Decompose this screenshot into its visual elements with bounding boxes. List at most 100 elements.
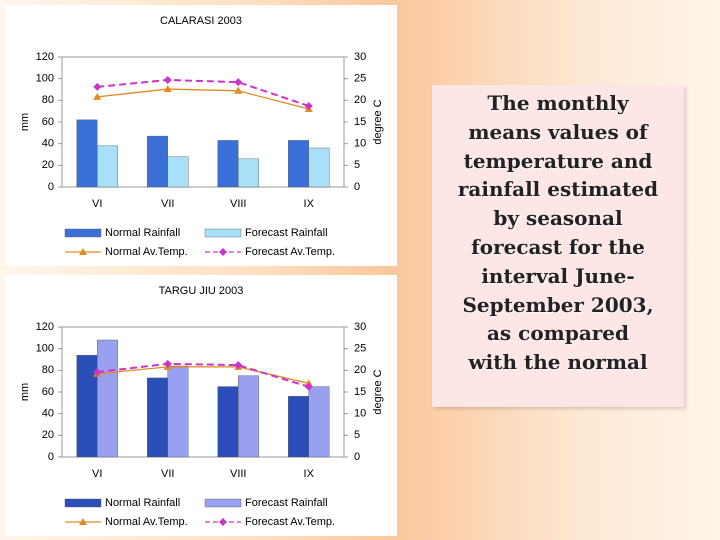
marker (163, 359, 172, 368)
y2-tick-label: 5 (354, 159, 360, 171)
caption-line: interval June- (481, 263, 635, 288)
y2-tick-label: 25 (354, 73, 366, 85)
bar (97, 339, 118, 458)
chart-panel (5, 275, 397, 536)
marker (163, 85, 172, 93)
caption-line: means values of (468, 119, 648, 144)
y-tick-label: 0 (48, 181, 54, 193)
legend-label: Forecast Rainfall (245, 497, 328, 509)
line (97, 78, 310, 107)
y2-axis-label: degree C (372, 99, 384, 144)
caption-line: by seasonal (493, 206, 623, 231)
y2-tick-label: 20 (354, 94, 366, 106)
y-tick-label: 60 (42, 116, 54, 128)
bar (288, 140, 309, 188)
y-tick-label: 0 (48, 451, 54, 463)
caption-line: temperature and (463, 148, 653, 173)
bar (167, 365, 189, 458)
x-tick-label: VIII (230, 468, 247, 480)
y-axis-label: mm (19, 383, 31, 401)
caption-line: with the normal (468, 350, 648, 375)
y-tick-label: 80 (42, 94, 54, 106)
legend-label: Forecast Av.Temp. (245, 246, 335, 258)
marker (304, 382, 313, 391)
bar (308, 386, 330, 458)
y2-tick-label: 30 (354, 321, 366, 333)
legend-label: Normal Av.Temp. (105, 246, 188, 258)
marker (219, 248, 227, 256)
x-tick-label: IX (304, 198, 315, 210)
y2-tick-label: 15 (354, 386, 366, 398)
legend-swatch (64, 228, 102, 238)
marker (93, 368, 102, 377)
y-tick-label: 80 (42, 364, 54, 376)
marker (234, 86, 243, 94)
line (97, 362, 310, 388)
x-tick-label: VII (161, 468, 174, 480)
y-tick-label: 40 (42, 138, 54, 150)
legend-swatch (204, 228, 242, 238)
caption-line: September 2003, (462, 292, 654, 317)
legend-label: Forecast Rainfall (245, 227, 328, 239)
y2-axis-label: degree C (372, 369, 384, 414)
marker (93, 92, 102, 100)
bar (147, 377, 168, 458)
y2-tick-label: 15 (354, 116, 366, 128)
x-tick-label: VI (92, 198, 102, 210)
y2-tick-label: 30 (354, 51, 366, 63)
caption-box: The monthly means values of temperature an… (432, 85, 684, 407)
y2-tick-label: 0 (354, 181, 360, 193)
legend-label: Normal Rainfall (105, 227, 180, 239)
bar (217, 386, 239, 458)
y2-tick-label: 20 (354, 364, 366, 376)
bar (217, 140, 239, 188)
bar (76, 354, 98, 458)
marker (93, 82, 102, 91)
bar (288, 396, 309, 458)
y-tick-label: 20 (42, 159, 54, 171)
x-tick-label: VI (92, 468, 102, 480)
legend-label: Normal Rainfall (105, 497, 180, 509)
y2-tick-label: 10 (354, 138, 366, 150)
chart-title: CALARASI 2003 (160, 15, 242, 27)
bar (308, 147, 330, 188)
marker (79, 518, 87, 525)
y-tick-label: 120 (36, 51, 54, 63)
bar (167, 156, 189, 188)
y-tick-label: 20 (42, 429, 54, 441)
line (97, 88, 309, 110)
y2-tick-label: 5 (354, 429, 360, 441)
bar (238, 158, 259, 188)
caption-line: forecast for the (471, 234, 645, 259)
marker (234, 361, 243, 370)
bar (97, 145, 118, 188)
y2-tick-label: 25 (354, 343, 366, 355)
y-tick-label: 40 (42, 408, 54, 420)
marker (79, 248, 87, 255)
caption-line: as compared (486, 321, 630, 346)
legend-swatch (204, 498, 242, 508)
marker (304, 101, 313, 110)
y-tick-label: 120 (36, 321, 54, 333)
legend-label: Forecast Av.Temp. (245, 516, 335, 528)
legend-swatch (64, 498, 102, 508)
caption-line: rainfall estimated (457, 177, 659, 202)
caption-line: The monthly (487, 91, 629, 115)
chart-panel (5, 5, 397, 266)
bar (147, 135, 168, 188)
y2-tick-label: 0 (354, 451, 360, 463)
legend-label: Normal Av.Temp. (105, 516, 188, 528)
bar (238, 375, 259, 458)
y-tick-label: 100 (36, 343, 54, 355)
y-tick-label: 100 (36, 73, 54, 85)
marker (163, 75, 172, 84)
y-tick-label: 60 (42, 386, 54, 398)
y2-tick-label: 10 (354, 408, 366, 420)
bar (76, 119, 98, 188)
x-tick-label: VIII (230, 198, 247, 210)
x-tick-label: VII (161, 198, 174, 210)
x-tick-label: IX (304, 468, 315, 480)
chart-title: TARGU JIU 2003 (159, 285, 244, 297)
